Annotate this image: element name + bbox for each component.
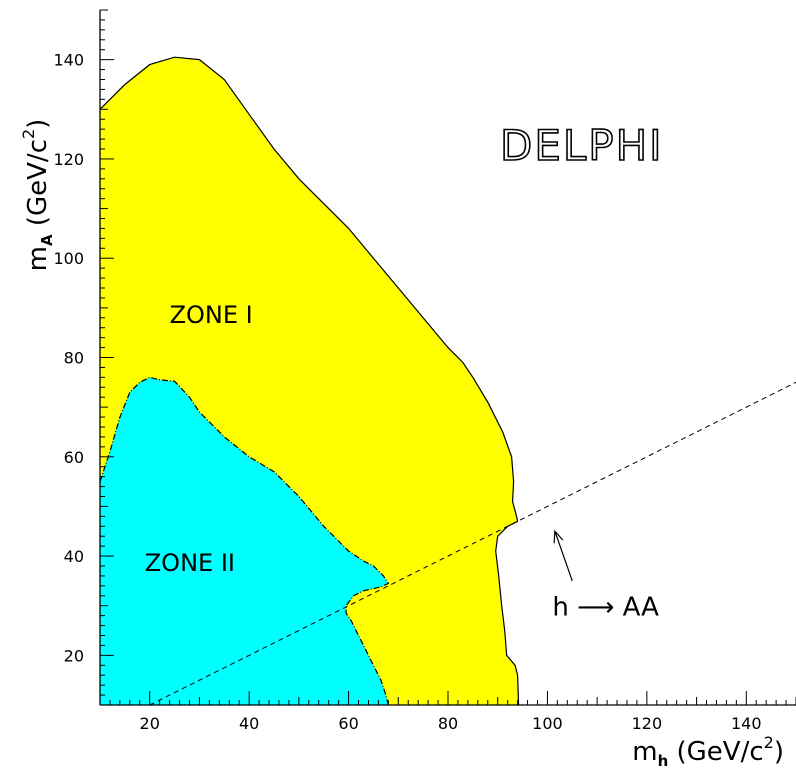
regions-layer xyxy=(99,56,520,706)
region-fill-2 xyxy=(100,377,389,705)
x-tick-label: 80 xyxy=(438,714,458,733)
x-axis-title-unit-open: (GeV/c xyxy=(668,737,763,767)
tick-labels-layer: 20 40 60 80 100 120 140 20 40 60 80 100 120 140 xyxy=(53,51,761,733)
annotation-text: h ⟶ AA xyxy=(552,593,659,623)
x-tick-label: 60 xyxy=(338,714,358,733)
y-axis-title-sub: A xyxy=(38,234,56,246)
x-axis-title-unit-close: ) xyxy=(774,737,784,767)
y-tick-label: 140 xyxy=(53,51,84,70)
x-tick-label: 20 xyxy=(140,714,160,733)
region-boundary-1 xyxy=(99,56,520,706)
y-tick-label: 60 xyxy=(64,448,84,467)
region-boundary-2 xyxy=(99,376,390,706)
y-tick-label: 80 xyxy=(64,349,84,368)
x-tick-label: 40 xyxy=(239,714,259,733)
annotation-arrow-shaft xyxy=(554,531,573,582)
threshold-layer xyxy=(149,381,796,706)
y-tick-label: 40 xyxy=(64,547,84,566)
y-tick-label: 120 xyxy=(53,150,84,169)
x-tick-label: 140 xyxy=(731,714,762,733)
x-axis-title-sup: 2 xyxy=(764,733,774,752)
y-axis-title-unit-open: (GeV/c xyxy=(23,139,53,234)
zone-label-2: ZONE II xyxy=(145,549,235,577)
y-tick-label: 20 xyxy=(64,646,84,665)
threshold-line xyxy=(149,381,796,706)
x-axis-title-main: m xyxy=(632,737,657,767)
ticks-layer xyxy=(99,9,796,706)
x-tick-label: 120 xyxy=(632,714,663,733)
x-axis-title-sub: h xyxy=(658,752,669,770)
x-axis-title: mh (GeV/c2) xyxy=(632,733,784,770)
y-axis-title-sup: 2 xyxy=(19,129,38,139)
annotation-arrow-head xyxy=(553,529,564,544)
y-tick-label: 100 xyxy=(53,249,84,268)
x-tick-label: 100 xyxy=(532,714,563,733)
zone-label-1: ZONE I xyxy=(170,301,253,329)
experiment-label: DELPHI xyxy=(500,121,664,170)
labels-layer: ZONE I ZONE II h ⟶ AA xyxy=(145,301,659,623)
y-axis-title: mA (GeV/c2) xyxy=(19,119,56,272)
y-axis-title-main: m xyxy=(23,246,53,271)
y-axis-title-unit-close: ) xyxy=(23,119,53,129)
